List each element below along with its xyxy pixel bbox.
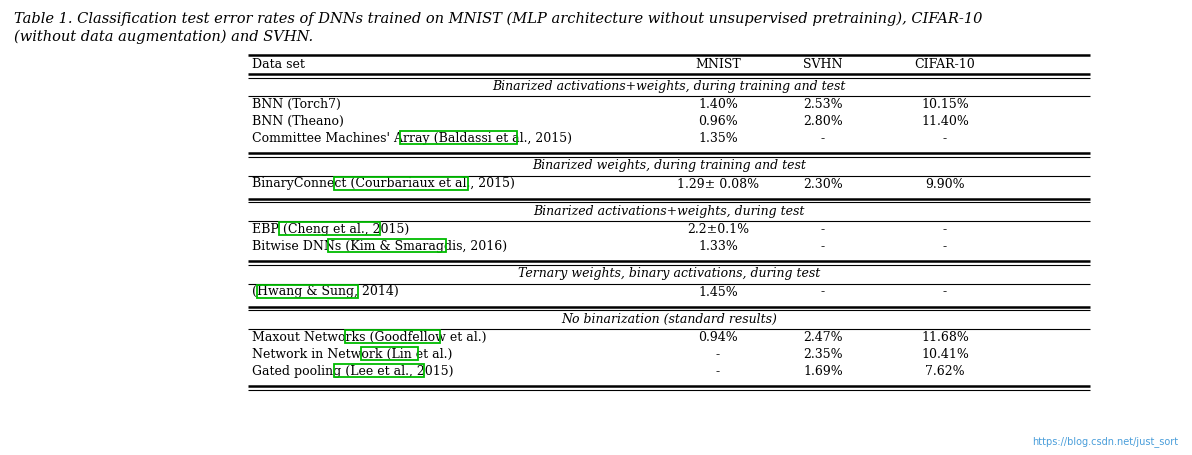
Text: 9.90%: 9.90% xyxy=(925,177,964,191)
Text: 2.35%: 2.35% xyxy=(803,348,843,361)
Text: 2.80%: 2.80% xyxy=(803,115,843,128)
Text: CIFAR-10: CIFAR-10 xyxy=(914,58,975,71)
Text: 1.35%: 1.35% xyxy=(699,132,738,145)
Text: -: - xyxy=(943,132,948,145)
Text: 1.45%: 1.45% xyxy=(699,285,738,298)
Text: Bitwise DNNs (Kim & Smaragdis, 2016): Bitwise DNNs (Kim & Smaragdis, 2016) xyxy=(252,240,507,253)
Text: Binarized activations+weights, during test: Binarized activations+weights, during te… xyxy=(533,205,805,218)
Text: (without data augmentation) and SVHN.: (without data augmentation) and SVHN. xyxy=(14,30,313,45)
Text: https://blog.csdn.net/just_sort: https://blog.csdn.net/just_sort xyxy=(1032,436,1178,447)
Text: 1.29± 0.08%: 1.29± 0.08% xyxy=(677,177,759,191)
Text: -: - xyxy=(716,365,720,378)
Text: Network in Network (Lin et al.): Network in Network (Lin et al.) xyxy=(252,348,453,361)
Text: 0.96%: 0.96% xyxy=(699,115,738,128)
Text: -: - xyxy=(821,240,825,253)
Text: -: - xyxy=(821,285,825,298)
Text: MNIST: MNIST xyxy=(695,58,741,71)
Text: 7.62%: 7.62% xyxy=(925,365,964,378)
Text: 10.15%: 10.15% xyxy=(921,98,969,111)
Text: 0.94%: 0.94% xyxy=(699,331,738,344)
Text: -: - xyxy=(716,348,720,361)
Text: -: - xyxy=(821,132,825,145)
Text: -: - xyxy=(821,223,825,236)
Text: 1.69%: 1.69% xyxy=(803,365,843,378)
Text: -: - xyxy=(943,223,948,236)
Text: 1.33%: 1.33% xyxy=(699,240,738,253)
Text: Binarized activations+weights, during training and test: Binarized activations+weights, during tr… xyxy=(492,80,845,93)
Text: SVHN: SVHN xyxy=(803,58,843,71)
Text: Binarized weights, during training and test: Binarized weights, during training and t… xyxy=(532,160,806,172)
Text: 2.47%: 2.47% xyxy=(803,331,843,344)
Text: BNN (Theano): BNN (Theano) xyxy=(252,115,343,128)
Text: Table 1. Classification test error rates of DNNs trained on MNIST (MLP architect: Table 1. Classification test error rates… xyxy=(14,12,982,26)
Text: 11.40%: 11.40% xyxy=(921,115,969,128)
Text: 2.2±0.1%: 2.2±0.1% xyxy=(687,223,749,236)
Text: BinaryConnect (Courbariaux et al., 2015): BinaryConnect (Courbariaux et al., 2015) xyxy=(252,177,515,191)
Text: -: - xyxy=(943,240,948,253)
Text: Committee Machines' Array (Baldassi et al., 2015): Committee Machines' Array (Baldassi et a… xyxy=(252,132,572,145)
Text: 10.41%: 10.41% xyxy=(921,348,969,361)
Text: (Hwang & Sung, 2014): (Hwang & Sung, 2014) xyxy=(252,285,399,298)
Text: Gated pooling (Lee et al., 2015): Gated pooling (Lee et al., 2015) xyxy=(252,365,453,378)
Text: 11.68%: 11.68% xyxy=(921,331,969,344)
Text: -: - xyxy=(943,285,948,298)
Text: EBP (Cheng et al., 2015): EBP (Cheng et al., 2015) xyxy=(252,223,409,236)
Text: 1.40%: 1.40% xyxy=(699,98,738,111)
Text: Data set: Data set xyxy=(252,58,305,71)
Text: 2.30%: 2.30% xyxy=(803,177,843,191)
Text: BNN (Torch7): BNN (Torch7) xyxy=(252,98,341,111)
Text: No binarization (standard results): No binarization (standard results) xyxy=(561,313,777,326)
Text: Maxout Networks (Goodfellow et al.): Maxout Networks (Goodfellow et al.) xyxy=(252,331,486,344)
Text: 2.53%: 2.53% xyxy=(803,98,843,111)
Text: Ternary weights, binary activations, during test: Ternary weights, binary activations, dur… xyxy=(517,268,820,280)
